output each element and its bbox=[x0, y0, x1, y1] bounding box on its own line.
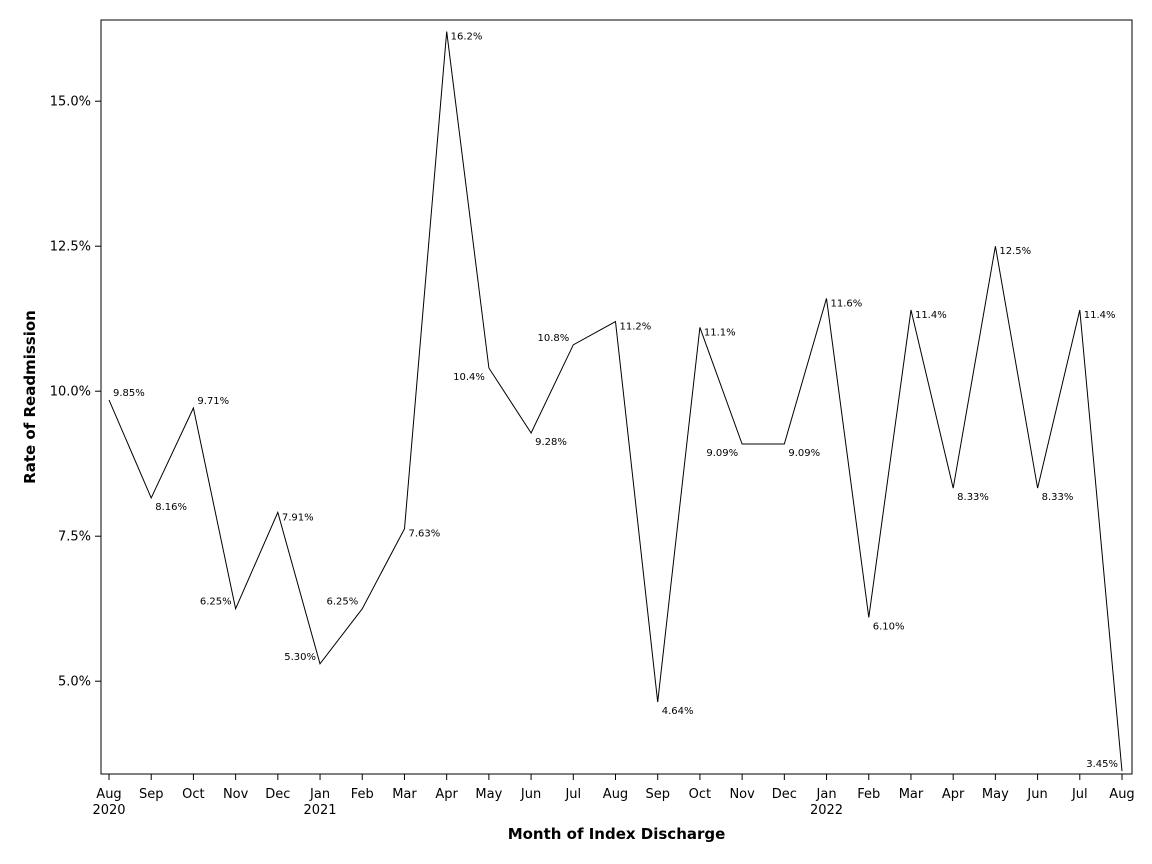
x-tick-label: Aug bbox=[1109, 787, 1134, 802]
x-year-label: 2021 bbox=[303, 803, 336, 818]
x-tick-label: May bbox=[475, 787, 502, 802]
x-tick-label: Mar bbox=[392, 787, 417, 802]
data-label: 16.2% bbox=[451, 32, 483, 43]
x-axis-title: Month of Index Discharge bbox=[508, 825, 726, 843]
x-tick-label: Oct bbox=[182, 787, 204, 802]
y-tick-label: 15.0% bbox=[50, 95, 91, 110]
x-tick-label: Jun bbox=[520, 787, 541, 802]
data-label: 11.4% bbox=[915, 310, 947, 321]
data-label: 10.8% bbox=[538, 333, 570, 344]
x-tick-label: Sep bbox=[139, 787, 164, 802]
data-label: 5.30% bbox=[284, 652, 316, 663]
x-tick-label: Dec bbox=[772, 787, 797, 802]
data-label: 12.5% bbox=[999, 246, 1031, 257]
data-label: 6.25% bbox=[326, 597, 358, 608]
x-tick-label: Apr bbox=[942, 787, 965, 802]
x-tick-label: May bbox=[982, 787, 1009, 802]
data-label: 7.91% bbox=[282, 512, 314, 523]
x-tick-label: Sep bbox=[645, 787, 670, 802]
y-tick-label: 7.5% bbox=[58, 530, 91, 545]
data-label: 9.09% bbox=[788, 448, 820, 459]
x-tick-label: Oct bbox=[689, 787, 711, 802]
data-label: 9.09% bbox=[706, 448, 738, 459]
data-label: 9.85% bbox=[113, 388, 145, 399]
x-tick-label: Mar bbox=[899, 787, 924, 802]
data-label: 8.33% bbox=[1042, 492, 1074, 503]
data-label: 11.1% bbox=[704, 327, 736, 338]
y-axis-title: Rate of Readmission bbox=[21, 310, 39, 484]
x-tick-label: Aug bbox=[96, 787, 121, 802]
data-label: 8.33% bbox=[957, 492, 989, 503]
data-label: 11.2% bbox=[620, 322, 652, 333]
x-tick-label: Apr bbox=[435, 787, 458, 802]
y-tick-label: 5.0% bbox=[58, 675, 91, 690]
x-tick-label: Feb bbox=[351, 787, 374, 802]
data-label: 7.63% bbox=[408, 529, 440, 540]
x-tick-label: Dec bbox=[265, 787, 290, 802]
x-tick-label: Nov bbox=[223, 787, 249, 802]
x-year-label: 2022 bbox=[810, 803, 843, 818]
data-label: 9.71% bbox=[197, 396, 229, 407]
x-tick-label: Jan bbox=[309, 787, 330, 802]
data-label: 11.4% bbox=[1084, 310, 1116, 321]
data-label: 6.10% bbox=[873, 621, 905, 632]
y-tick-label: 10.0% bbox=[50, 385, 91, 400]
y-axis: 5.0% 7.5% 10.0% 12.5% 15.0% bbox=[50, 95, 101, 690]
data-label: 9.28% bbox=[535, 437, 567, 448]
data-label: 3.45% bbox=[1086, 759, 1118, 770]
plot-frame bbox=[100, 19, 1133, 775]
x-tick-label: Nov bbox=[729, 787, 755, 802]
x-tick-label: Jul bbox=[564, 787, 581, 802]
data-label: 11.6% bbox=[831, 298, 863, 309]
data-label: 8.16% bbox=[155, 502, 187, 513]
data-label: 4.64% bbox=[662, 706, 694, 717]
x-tick-label: Jul bbox=[1071, 787, 1088, 802]
x-tick-label: Aug bbox=[603, 787, 628, 802]
y-tick-label: 12.5% bbox=[50, 240, 91, 255]
x-tick-label: Jan bbox=[816, 787, 837, 802]
data-label: 10.4% bbox=[453, 372, 485, 383]
data-label: 6.25% bbox=[200, 597, 232, 608]
x-tick-label: Jun bbox=[1026, 787, 1047, 802]
data-labels: 9.85% 8.16% 9.71% 6.25% 7.91% 5.30% 6.25% 7.63%… bbox=[113, 32, 1118, 770]
x-tick-label: Feb bbox=[857, 787, 880, 802]
x-year-label: 2020 bbox=[92, 803, 125, 818]
series-line bbox=[108, 31, 1123, 772]
